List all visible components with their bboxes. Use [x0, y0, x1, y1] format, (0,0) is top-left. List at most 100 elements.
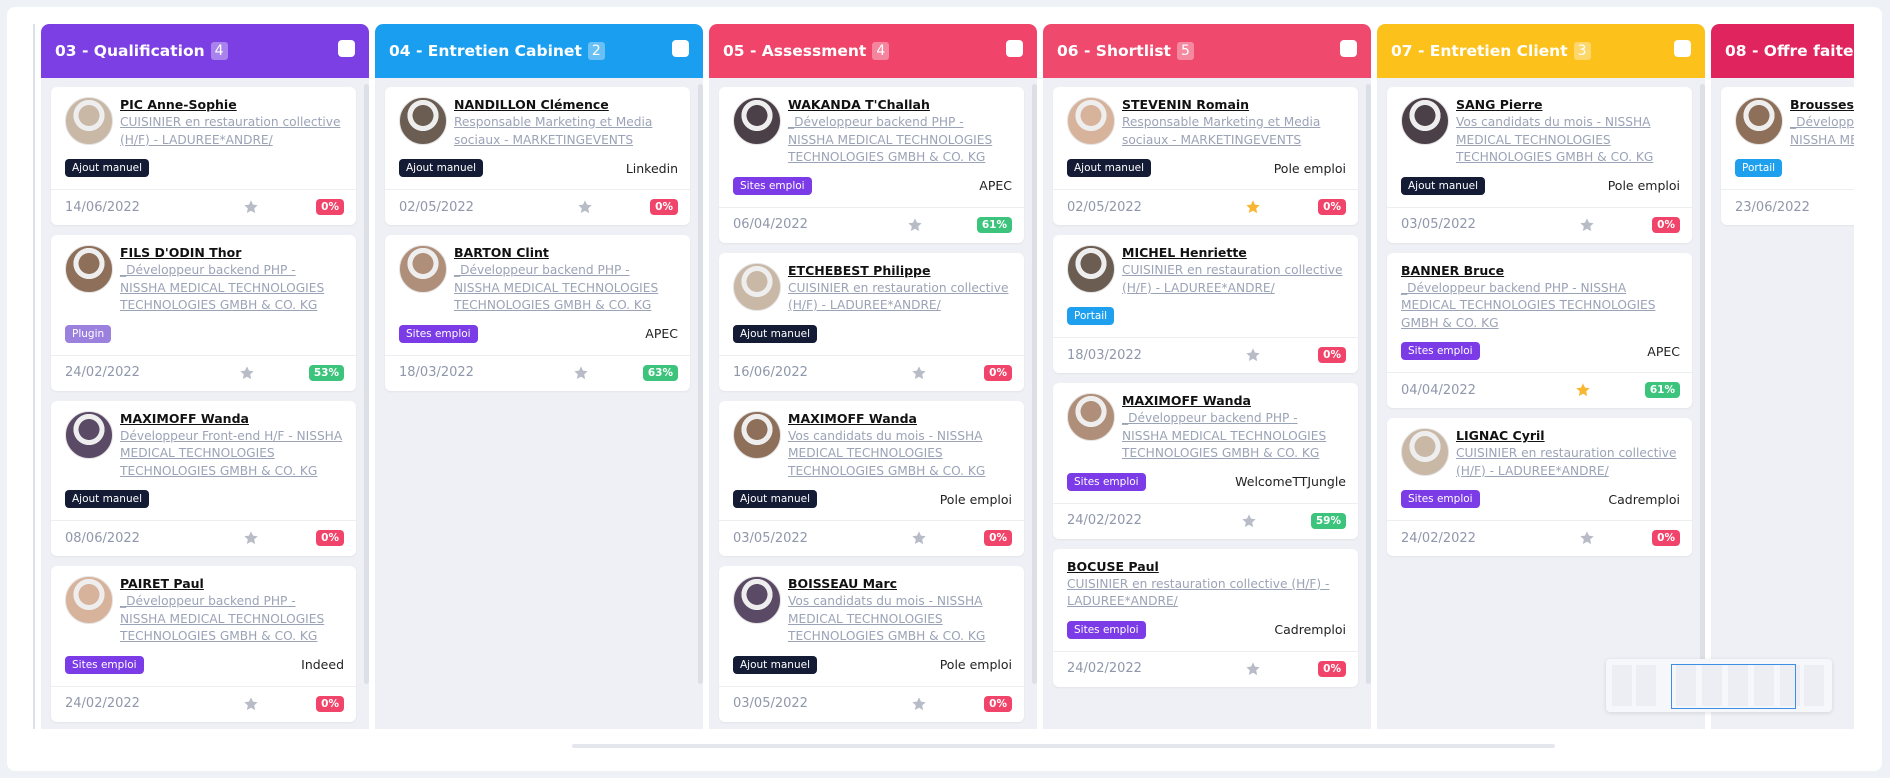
candidate-card[interactable]: BANNER Bruce _Développeur backend PHP - N… [1387, 252, 1692, 408]
candidate-name[interactable]: LIGNAC Cyril [1456, 428, 1545, 443]
card-header: PAIRET Paul _Développeur backend PHP - NI… [51, 566, 356, 646]
job-link[interactable]: _Développeur backend PHP - NISSHA MEDICA… [454, 263, 659, 312]
star[interactable] [573, 365, 589, 381]
job-link[interactable]: _Développeur backend PHP - NISSHA MEDICA… [120, 594, 325, 643]
job-link[interactable]: CUISINIER en restauration collective (H/… [1122, 263, 1343, 295]
column-header: 04 - Entretien Cabinet 2 [375, 24, 703, 78]
candidate-card[interactable]: STEVENIN Romain Responsable Marketing et … [1053, 87, 1358, 225]
candidate-name[interactable]: SANG Pierre [1456, 97, 1543, 112]
star[interactable] [1579, 530, 1595, 546]
job-link[interactable]: CUISINIER en restauration collective (H/… [120, 115, 341, 147]
card-footer: 24/02/2022 53% [51, 354, 356, 391]
star[interactable] [1245, 347, 1261, 363]
candidate-card[interactable]: FILS D'ODIN Thor _Développeur backend PHP… [51, 235, 356, 391]
source-row: Sites emploi WelcomeTTJungle [1053, 463, 1358, 503]
score: 0% [316, 199, 344, 215]
job-link[interactable]: Responsable Marketing et Media sociaux -… [454, 115, 653, 147]
select-checkbox[interactable] [672, 40, 689, 57]
job-link[interactable]: _Développeur backend PHP - NISSHA MEDICA… [788, 115, 993, 164]
minimap-viewport[interactable] [1671, 664, 1796, 709]
job-link[interactable]: _Développeur backend PHP - NISSHA MEDICA… [1401, 280, 1656, 330]
kanban-board: 03 - Qualification 4 PIC Anne-Sophie CUISIN… [33, 24, 1854, 729]
candidate-name[interactable]: BARTON Clint [454, 245, 549, 260]
kanban-column: 06 - Shortlist 5 STEVENIN Romain Responsabl… [1043, 24, 1371, 729]
select-checkbox[interactable] [338, 40, 355, 57]
candidate-name[interactable]: BOISSEAU Marc [788, 576, 898, 591]
candidate-card[interactable]: BARTON Clint _Développeur backend PHP - N… [385, 235, 690, 391]
candidate-card[interactable]: SANG Pierre Vos candidats du mois - NISSH… [1387, 87, 1692, 243]
candidate-card[interactable]: BOISSEAU Marc Vos candidats du mois - NIS… [719, 566, 1024, 722]
star[interactable] [1245, 661, 1261, 677]
candidate-name[interactable]: Brousses Pe [1790, 97, 1854, 112]
select-checkbox[interactable] [1340, 40, 1357, 57]
select-checkbox[interactable] [1674, 40, 1691, 57]
star[interactable] [911, 365, 927, 381]
candidate-card[interactable]: MAXIMOFF Wanda Développeur Front-end H/F … [51, 400, 356, 556]
job-link[interactable]: Vos candidats du mois - NISSHA MEDICAL T… [1456, 115, 1654, 164]
star[interactable] [1575, 382, 1591, 398]
date: 24/02/2022 [1067, 661, 1142, 676]
star[interactable] [1579, 217, 1595, 233]
star[interactable] [239, 365, 255, 381]
job-link[interactable]: Responsable Marketing et Media sociaux -… [1122, 115, 1321, 147]
candidate-name[interactable]: MAXIMOFF Wanda [120, 410, 249, 426]
candidate-card[interactable]: MAXIMOFF Wanda _Développeur backend PHP -… [1053, 383, 1358, 539]
candidate-card[interactable]: LIGNAC Cyril CUISINIER en restauration co… [1387, 418, 1692, 556]
source-row: Portail [1053, 297, 1358, 337]
candidate-name[interactable]: ETCHEBEST Philippe [788, 262, 931, 278]
job-link[interactable]: Vos candidats du mois - NISSHA MEDICAL T… [788, 594, 986, 643]
source-row: Ajout manuel Pole emploi [1053, 149, 1358, 189]
column-header: 06 - Shortlist 5 [1043, 24, 1371, 78]
column-title: 08 - Offre faite [1725, 42, 1854, 60]
candidate-name[interactable]: FILS D'ODIN Thor [120, 245, 242, 260]
score: 61% [976, 216, 1012, 233]
job-link[interactable]: _Développeur backend PHP - NISSHA MEDICA… [1790, 115, 1854, 147]
candidate-name[interactable]: MICHEL Henriette [1122, 245, 1247, 260]
date: 24/02/2022 [65, 696, 140, 711]
candidate-name[interactable]: BOCUSE Paul [1067, 558, 1159, 574]
job-link[interactable]: CUISINIER en restauration collective (H/… [1456, 446, 1677, 478]
star[interactable] [243, 530, 259, 546]
job-link[interactable]: _Développeur backend PHP - NISSHA MEDICA… [1122, 411, 1327, 460]
avatar [65, 576, 113, 624]
star[interactable] [577, 199, 593, 215]
candidate-name[interactable]: MAXIMOFF Wanda [1122, 393, 1251, 408]
star[interactable] [911, 530, 927, 546]
column-count: 4 [872, 42, 890, 60]
candidate-name[interactable]: WAKANDA T'Challah [788, 97, 930, 112]
star[interactable] [907, 217, 923, 233]
candidate-card[interactable]: MAXIMOFF Wanda Vos candidats du mois - NI… [719, 400, 1024, 556]
star[interactable] [911, 696, 927, 712]
candidate-name[interactable]: STEVENIN Romain [1122, 97, 1250, 112]
source-row: Ajout manuel [51, 480, 356, 520]
star[interactable] [1245, 199, 1261, 215]
candidate-name[interactable]: MAXIMOFF Wanda [788, 410, 917, 426]
star[interactable] [1241, 513, 1257, 529]
candidate-name[interactable]: BANNER Bruce [1401, 262, 1505, 278]
candidate-card[interactable]: MICHEL Henriette CUISINIER en restauratio… [1053, 235, 1358, 373]
job-link[interactable]: _Développeur backend PHP - NISSHA MEDICA… [120, 263, 325, 312]
candidate-card[interactable]: WAKANDA T'Challah _Développeur backend PH… [719, 87, 1024, 243]
job-link[interactable]: Vos candidats du mois - NISSHA MEDICAL T… [788, 428, 986, 478]
star[interactable] [243, 199, 259, 215]
job-link[interactable]: Développeur Front-end H/F - NISSHA MEDIC… [120, 428, 343, 478]
candidate-card[interactable]: Brousses Pe _Développeur backend PHP - NI… [1721, 87, 1854, 225]
candidate-card[interactable]: PAIRET Paul _Développeur backend PHP - NI… [51, 566, 356, 722]
select-checkbox[interactable] [1006, 40, 1023, 57]
candidate-card[interactable]: ETCHEBEST Philippe CUISINIER en restaurat… [719, 252, 1024, 391]
card-header: MAXIMOFF Wanda Développeur Front-end H/F … [51, 401, 356, 481]
candidate-name[interactable]: PIC Anne-Sophie [120, 97, 237, 112]
minimap[interactable] [1606, 659, 1832, 712]
card-list: Brousses Pe _Développeur backend PHP - NI… [1711, 78, 1854, 225]
avatar [1401, 97, 1449, 145]
candidate-name[interactable]: NANDILLON Clémence [454, 97, 609, 112]
candidate-card[interactable]: PIC Anne-Sophie CUISINIER en restauration… [51, 87, 356, 225]
card-text: PIC Anne-Sophie CUISINIER en restauration… [120, 97, 344, 149]
job-link[interactable]: CUISINIER en restauration collective (H/… [1067, 576, 1330, 609]
candidate-card[interactable]: NANDILLON Clémence Responsable Marketing … [385, 87, 690, 225]
star[interactable] [243, 696, 259, 712]
candidate-card[interactable]: BOCUSE Paul CUISINIER en restauration col… [1053, 548, 1358, 687]
candidate-name[interactable]: PAIRET Paul [120, 576, 204, 591]
horizontal-scrollbar[interactable] [572, 744, 1555, 748]
job-link[interactable]: CUISINIER en restauration collective (H/… [788, 280, 1009, 313]
